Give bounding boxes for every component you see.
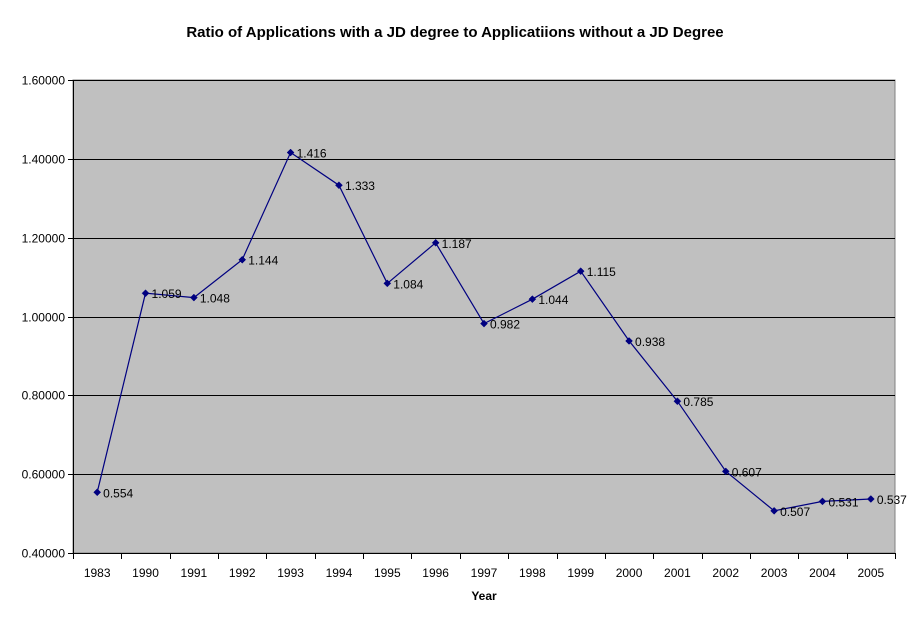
data-point-marker: [673, 397, 682, 406]
data-label: 1.333: [345, 179, 375, 193]
x-tick-label: 2000: [616, 566, 643, 580]
data-label: 1.416: [297, 147, 327, 161]
data-label: 0.785: [683, 395, 713, 409]
y-tick-label: 1.20000: [22, 232, 66, 246]
x-tick-label: 1993: [277, 566, 304, 580]
data-label: 1.059: [152, 287, 182, 301]
data-point-marker: [770, 506, 778, 515]
x-tick-label: 1996: [422, 566, 449, 580]
x-tick-label: 1990: [132, 566, 159, 580]
x-axis-tick-labels: 1983 1990 1991 1992 1993 1994 1995 1996 1997 1998…: [84, 566, 885, 580]
x-tick-label: 1999: [567, 566, 594, 580]
x-tick-label: 2003: [761, 566, 788, 580]
x-tick-label: 1997: [471, 566, 498, 580]
data-label: 0.507: [780, 505, 810, 519]
data-point-marker: [335, 181, 343, 190]
data-point-marker: [818, 497, 827, 506]
x-tick-label: 1983: [84, 566, 111, 580]
data-point-marker: [190, 293, 198, 302]
x-tick-label: 1991: [181, 566, 208, 580]
x-axis-title: Year: [471, 589, 497, 603]
x-tick-label: 1998: [519, 566, 546, 580]
data-point-marker: [238, 255, 247, 264]
y-tick-label: 1.40000: [22, 153, 66, 167]
data-point-marker: [286, 148, 295, 157]
x-tick-label: 1992: [229, 566, 256, 580]
gridlines: [73, 80, 895, 475]
data-label: 1.048: [200, 292, 230, 306]
data-point-marker: [141, 289, 150, 298]
plot-area: [72, 79, 896, 554]
data-point-marker: [625, 337, 633, 345]
data-labels: 0.554 1.059 1.048 1.144 1.416 1.333 1.084 1.187…: [103, 147, 907, 519]
y-tick-label: 1.60000: [22, 74, 66, 88]
data-label: 1.084: [393, 277, 423, 291]
data-point-marker: [93, 488, 102, 497]
y-axis-tick-labels: 0.40000 0.60000 0.80000 1.00000 1.20000 1.400…: [22, 74, 66, 561]
data-label: 0.531: [828, 495, 858, 509]
data-label: 1.187: [442, 237, 472, 251]
data-point-marker: [431, 238, 440, 247]
data-label: 1.115: [587, 265, 616, 279]
x-tick-label: 2004: [809, 566, 836, 580]
data-label: 0.938: [635, 335, 665, 349]
x-tick-label: 2001: [664, 566, 691, 580]
data-label: 0.607: [732, 465, 762, 479]
data-point-marker: [721, 467, 730, 476]
data-point-marker: [480, 319, 488, 328]
x-tick-label: 1995: [374, 566, 401, 580]
x-tick-label: 2002: [712, 566, 739, 580]
y-tick-label: 0.40000: [22, 547, 66, 561]
y-tick-label: 0.60000: [22, 468, 66, 482]
data-point-marker: [866, 495, 875, 503]
data-label: 0.537: [877, 493, 907, 507]
x-tick-label: 1994: [326, 566, 353, 580]
data-label: 0.982: [490, 318, 520, 332]
data-point-marker: [576, 267, 585, 276]
data-point-marker: [383, 279, 392, 288]
data-label: 0.554: [103, 486, 133, 500]
y-tick-label: 0.80000: [22, 389, 66, 403]
data-label: 1.144: [248, 254, 278, 268]
data-label: 1.044: [538, 293, 568, 307]
data-point-marker: [528, 295, 537, 304]
chart-title: Ratio of Applications with a JD degree t…: [186, 24, 723, 41]
x-tick-label: 2005: [857, 566, 884, 580]
axes: [68, 80, 896, 559]
y-tick-label: 1.00000: [22, 311, 66, 325]
series-markers: [93, 148, 875, 515]
